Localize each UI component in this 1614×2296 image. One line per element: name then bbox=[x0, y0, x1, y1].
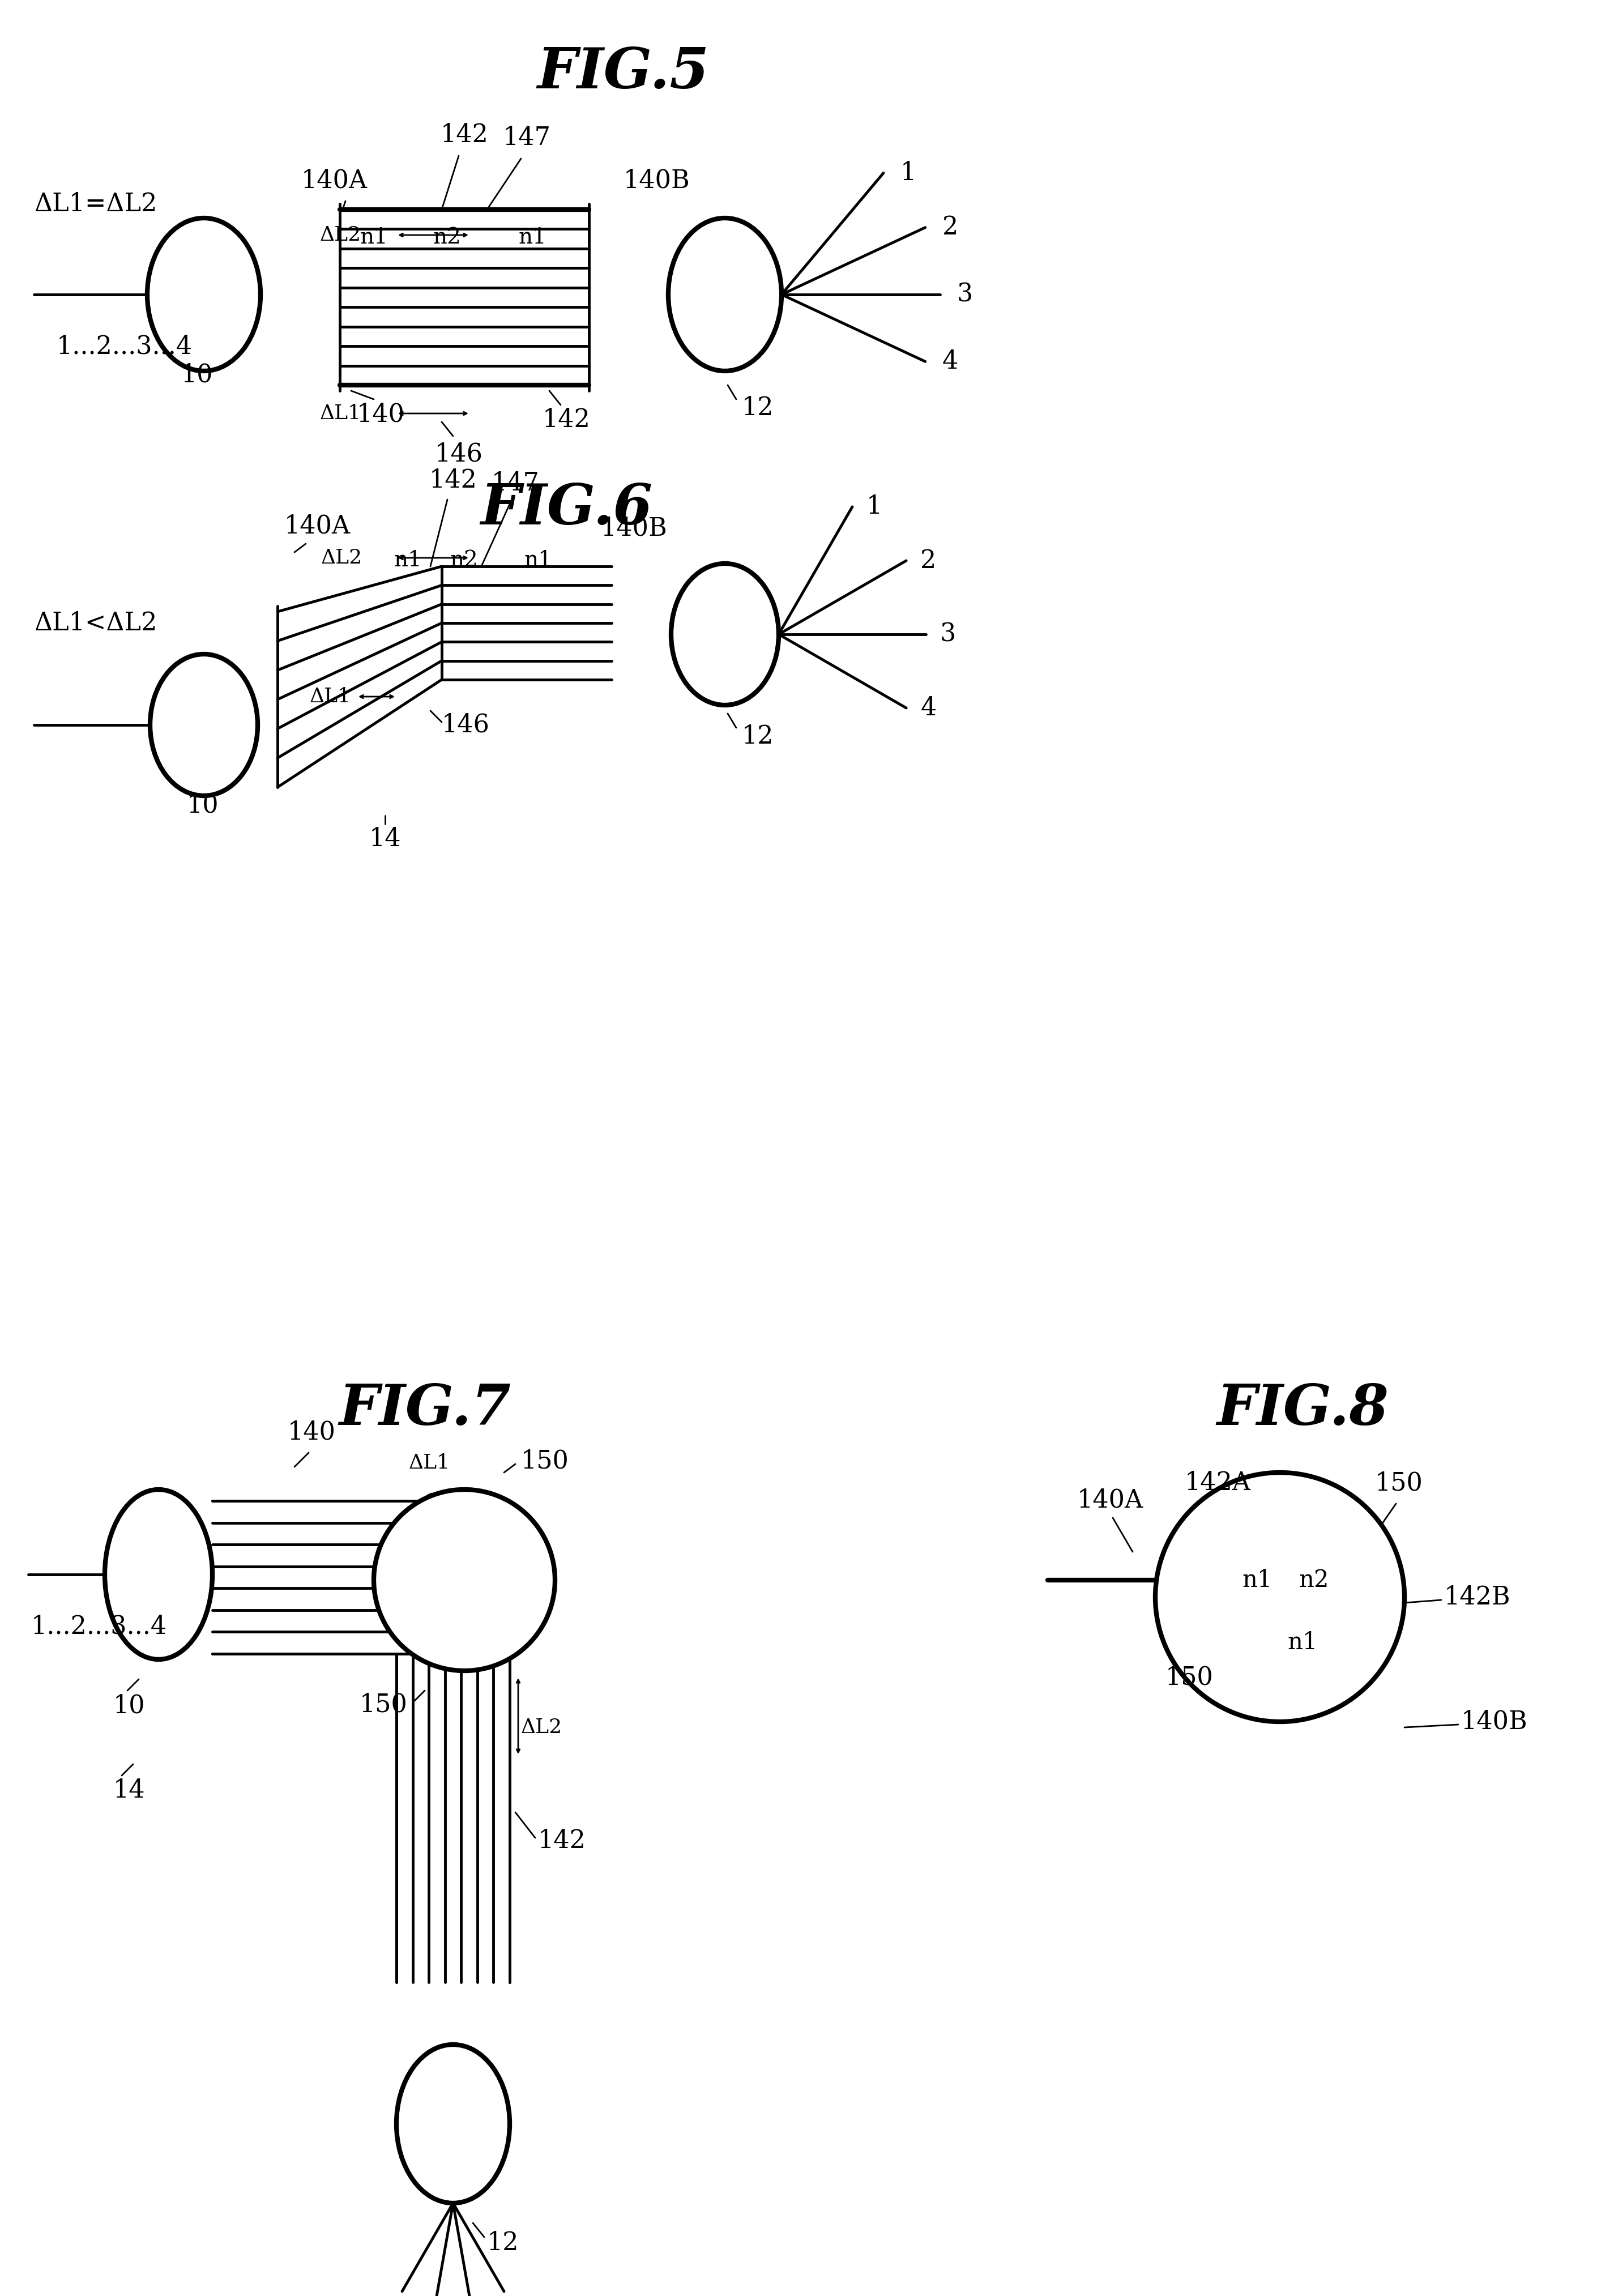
Text: 4: 4 bbox=[943, 349, 959, 374]
Text: n1: n1 bbox=[1288, 1630, 1317, 1655]
Text: 140A: 140A bbox=[1077, 1488, 1143, 1513]
Text: 142: 142 bbox=[542, 409, 591, 432]
Text: 142: 142 bbox=[429, 468, 478, 494]
Text: 140B: 140B bbox=[600, 517, 668, 542]
Text: 1: 1 bbox=[867, 494, 883, 519]
Text: 147: 147 bbox=[491, 471, 539, 496]
Text: ΔL2: ΔL2 bbox=[521, 1717, 562, 1738]
Text: 146: 146 bbox=[442, 712, 489, 737]
Text: ΔL1<ΔL2: ΔL1<ΔL2 bbox=[34, 611, 157, 636]
Text: FIG.6: FIG.6 bbox=[481, 482, 652, 535]
Text: 12: 12 bbox=[487, 2229, 520, 2255]
Text: ΔL1: ΔL1 bbox=[320, 404, 362, 422]
Text: FIG.5: FIG.5 bbox=[537, 46, 709, 101]
Ellipse shape bbox=[671, 563, 778, 705]
Text: 1: 1 bbox=[901, 161, 917, 186]
Text: 2: 2 bbox=[920, 549, 936, 574]
Ellipse shape bbox=[150, 654, 258, 797]
Ellipse shape bbox=[1156, 1472, 1404, 1722]
Text: 3: 3 bbox=[957, 282, 973, 308]
Text: 150: 150 bbox=[1375, 1472, 1424, 1495]
Text: 14: 14 bbox=[113, 1779, 145, 1802]
Text: 150: 150 bbox=[1165, 1665, 1214, 1690]
Text: 140A: 140A bbox=[284, 514, 350, 537]
Text: 150: 150 bbox=[521, 1449, 570, 1474]
Text: ΔL2: ΔL2 bbox=[320, 225, 362, 246]
Ellipse shape bbox=[668, 218, 781, 372]
Text: 142: 142 bbox=[441, 122, 489, 147]
Text: 1...2...3...4: 1...2...3...4 bbox=[56, 335, 192, 358]
Text: n2: n2 bbox=[450, 551, 478, 572]
Text: n1: n1 bbox=[360, 227, 387, 248]
Text: ΔL1: ΔL1 bbox=[408, 1453, 450, 1472]
Text: 140: 140 bbox=[357, 402, 405, 427]
Text: 142: 142 bbox=[537, 1828, 586, 1853]
Text: n1: n1 bbox=[394, 551, 421, 572]
Text: 147: 147 bbox=[502, 126, 550, 149]
Text: 1...2...3...4: 1...2...3...4 bbox=[31, 1614, 168, 1639]
Text: 12: 12 bbox=[742, 395, 773, 420]
Text: 12: 12 bbox=[742, 723, 773, 748]
Text: ΔL2: ΔL2 bbox=[321, 549, 363, 567]
Text: 10: 10 bbox=[181, 363, 213, 388]
Text: ΔL1: ΔL1 bbox=[310, 687, 352, 707]
Text: 142A: 142A bbox=[1185, 1472, 1251, 1495]
Ellipse shape bbox=[374, 1490, 555, 1671]
Text: 142B: 142B bbox=[1445, 1584, 1511, 1609]
Text: 14: 14 bbox=[370, 827, 402, 852]
Text: 140B: 140B bbox=[1461, 1711, 1528, 1733]
Ellipse shape bbox=[147, 218, 260, 372]
Text: 2: 2 bbox=[943, 216, 959, 239]
Text: n1: n1 bbox=[518, 227, 547, 248]
Text: 4: 4 bbox=[920, 696, 936, 721]
Text: n2: n2 bbox=[1299, 1568, 1328, 1591]
Text: FIG.8: FIG.8 bbox=[1217, 1382, 1388, 1437]
Text: 150: 150 bbox=[360, 1692, 408, 1717]
Text: 140: 140 bbox=[287, 1419, 336, 1444]
Text: n2: n2 bbox=[433, 227, 462, 248]
Text: 3: 3 bbox=[939, 622, 955, 647]
Text: 146: 146 bbox=[434, 441, 483, 466]
Text: 140A: 140A bbox=[300, 168, 368, 193]
Text: FIG.7: FIG.7 bbox=[339, 1382, 510, 1437]
Text: 10: 10 bbox=[187, 792, 220, 817]
Ellipse shape bbox=[105, 1490, 213, 1660]
Text: n1: n1 bbox=[525, 551, 552, 572]
Text: ΔL1=ΔL2: ΔL1=ΔL2 bbox=[34, 191, 157, 216]
Text: 140B: 140B bbox=[623, 168, 691, 193]
Text: 10: 10 bbox=[113, 1694, 145, 1717]
Ellipse shape bbox=[397, 2043, 510, 2204]
Text: n1: n1 bbox=[1243, 1568, 1272, 1591]
